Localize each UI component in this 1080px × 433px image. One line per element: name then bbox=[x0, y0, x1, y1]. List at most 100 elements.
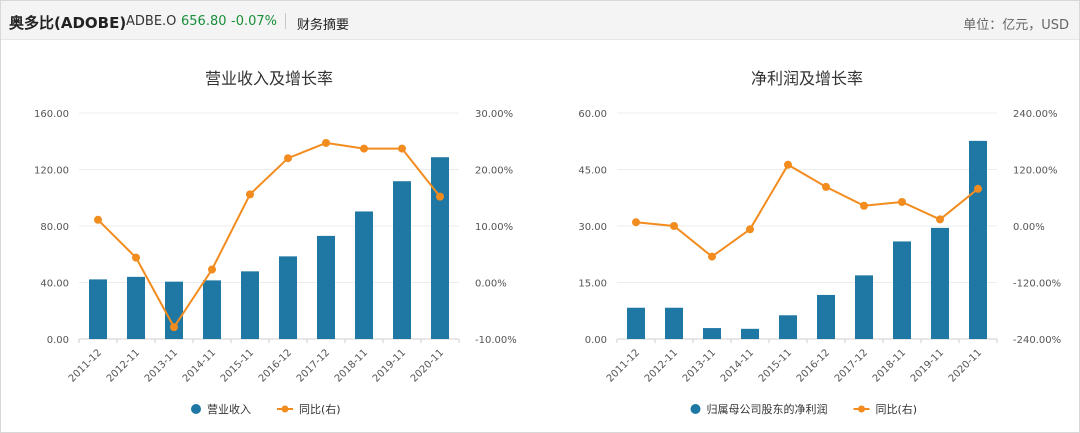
legend-bar-marker bbox=[191, 404, 201, 414]
y-left-tick-label: 60.00 bbox=[578, 109, 607, 120]
growth-point bbox=[784, 160, 792, 169]
x-tick-label: 2012-11 bbox=[105, 347, 142, 384]
chart-title: 营业收入及增长率 bbox=[205, 69, 333, 88]
legend-line-label: 同比(右) bbox=[876, 402, 918, 416]
bar bbox=[893, 241, 911, 339]
x-tick-label: 2014-11 bbox=[719, 347, 756, 384]
x-tick-label: 2011-12 bbox=[67, 347, 104, 384]
bar bbox=[317, 235, 335, 339]
price-change: -0.07% bbox=[231, 14, 277, 29]
x-tick-label: 2020-11 bbox=[947, 347, 984, 384]
legend-bar-label: 归属母公司股东的净利润 bbox=[707, 402, 828, 416]
bar bbox=[165, 281, 183, 339]
bar bbox=[931, 227, 949, 339]
bar bbox=[355, 211, 373, 339]
y-left-tick-label: 120.00 bbox=[34, 166, 69, 177]
x-tick-label: 2013-11 bbox=[143, 347, 180, 384]
x-tick-label: 2017-12 bbox=[833, 347, 870, 384]
growth-point bbox=[898, 197, 906, 206]
x-tick-label: 2019-11 bbox=[371, 347, 408, 384]
header-bar: 奥多比(ADOBE) ADBE.O 656.80 -0.07% 财务摘要 单位：… bbox=[1, 1, 1079, 40]
x-tick-label: 2013-11 bbox=[681, 347, 718, 384]
bar bbox=[127, 276, 145, 339]
y-left-tick-label: 40.00 bbox=[40, 279, 69, 290]
x-tick-label: 2015-11 bbox=[219, 347, 256, 384]
growth-point bbox=[860, 201, 868, 210]
y-left-tick-label: 15.00 bbox=[578, 279, 607, 290]
revenue-chart: 营业收入及增长率 160.00 30.00% 120.00 20.00% 80.00 10.… bbox=[34, 69, 517, 416]
bar bbox=[279, 256, 297, 339]
growth-point bbox=[170, 323, 178, 332]
bar bbox=[779, 315, 797, 339]
ticker-code: ADBE.O bbox=[126, 14, 177, 29]
y-left-tick-label: 45.00 bbox=[578, 166, 607, 177]
legend-bar-marker bbox=[690, 404, 701, 414]
x-tick-label: 2018-11 bbox=[871, 347, 908, 384]
growth-point bbox=[284, 154, 292, 163]
growth-point bbox=[132, 253, 140, 262]
growth-point bbox=[360, 144, 368, 153]
x-tick-label: 2018-11 bbox=[333, 347, 370, 384]
growth-point bbox=[632, 218, 640, 227]
x-tick-label: 2015-11 bbox=[757, 347, 794, 384]
bar bbox=[393, 181, 411, 339]
company-name: 奥多比(ADOBE) bbox=[9, 14, 127, 32]
growth-point bbox=[322, 138, 330, 147]
y-right-tick-label: 20.00% bbox=[475, 166, 513, 177]
growth-line bbox=[635, 163, 979, 258]
bar bbox=[817, 294, 835, 339]
growth-point bbox=[208, 265, 216, 274]
bar bbox=[431, 157, 449, 339]
bar bbox=[703, 328, 721, 339]
bar bbox=[855, 275, 873, 339]
y-right-tick-label: -120.00% bbox=[1013, 279, 1061, 290]
y-right-tick-label: -240.00% bbox=[1013, 335, 1061, 346]
y-right-tick-label: 0.00% bbox=[475, 279, 507, 290]
y-left-tick-label: 30.00 bbox=[578, 222, 607, 233]
x-tick-label: 2012-11 bbox=[643, 347, 680, 384]
net-profit-chart: 净利润及增长率 60.00 240.00% 45.00 120.00% 30.00 0.00… bbox=[578, 69, 1061, 416]
y-right-tick-label: 120.00% bbox=[1013, 166, 1058, 177]
bar bbox=[89, 279, 107, 339]
legend-line-dot bbox=[281, 405, 289, 413]
growth-point bbox=[708, 252, 716, 261]
bar bbox=[241, 271, 259, 339]
growth-point bbox=[974, 184, 982, 193]
growth-point bbox=[436, 192, 444, 201]
bar bbox=[627, 307, 645, 339]
growth-point bbox=[746, 225, 754, 234]
y-right-tick-label: -10.00% bbox=[475, 335, 517, 346]
y-left-tick-label: 0.00 bbox=[585, 335, 607, 346]
growth-point bbox=[822, 182, 830, 191]
section-title: 财务摘要 bbox=[297, 18, 350, 33]
y-left-tick-label: 160.00 bbox=[34, 109, 69, 120]
y-right-tick-label: 0.00% bbox=[1013, 222, 1045, 233]
growth-point bbox=[94, 215, 102, 224]
y-left-tick-label: 80.00 bbox=[40, 222, 69, 233]
bar bbox=[665, 307, 683, 339]
bar bbox=[969, 140, 987, 339]
x-tick-label: 2016-12 bbox=[257, 347, 294, 384]
y-right-tick-label: 30.00% bbox=[475, 109, 513, 120]
x-tick-label: 2017-12 bbox=[295, 347, 332, 384]
x-tick-label: 2019-11 bbox=[909, 347, 946, 384]
header-divider bbox=[285, 13, 286, 29]
growth-point bbox=[246, 190, 254, 199]
bar bbox=[203, 280, 221, 339]
bar bbox=[741, 328, 759, 339]
x-tick-label: 2014-11 bbox=[181, 347, 218, 384]
y-right-tick-label: 240.00% bbox=[1013, 109, 1058, 120]
x-tick-label: 2020-11 bbox=[409, 347, 446, 384]
legend-line-dot bbox=[858, 405, 865, 413]
growth-point bbox=[398, 144, 406, 153]
chart-title: 净利润及增长率 bbox=[751, 69, 863, 88]
y-right-tick-label: 10.00% bbox=[475, 222, 513, 233]
legend-line-label: 同比(右) bbox=[299, 402, 341, 416]
growth-line bbox=[97, 141, 441, 330]
stock-price: 656.80 bbox=[181, 14, 227, 29]
growth-point bbox=[936, 215, 944, 224]
x-tick-label: 2016-12 bbox=[795, 347, 832, 384]
y-left-tick-label: 0.00 bbox=[47, 335, 69, 346]
growth-point bbox=[670, 222, 678, 230]
